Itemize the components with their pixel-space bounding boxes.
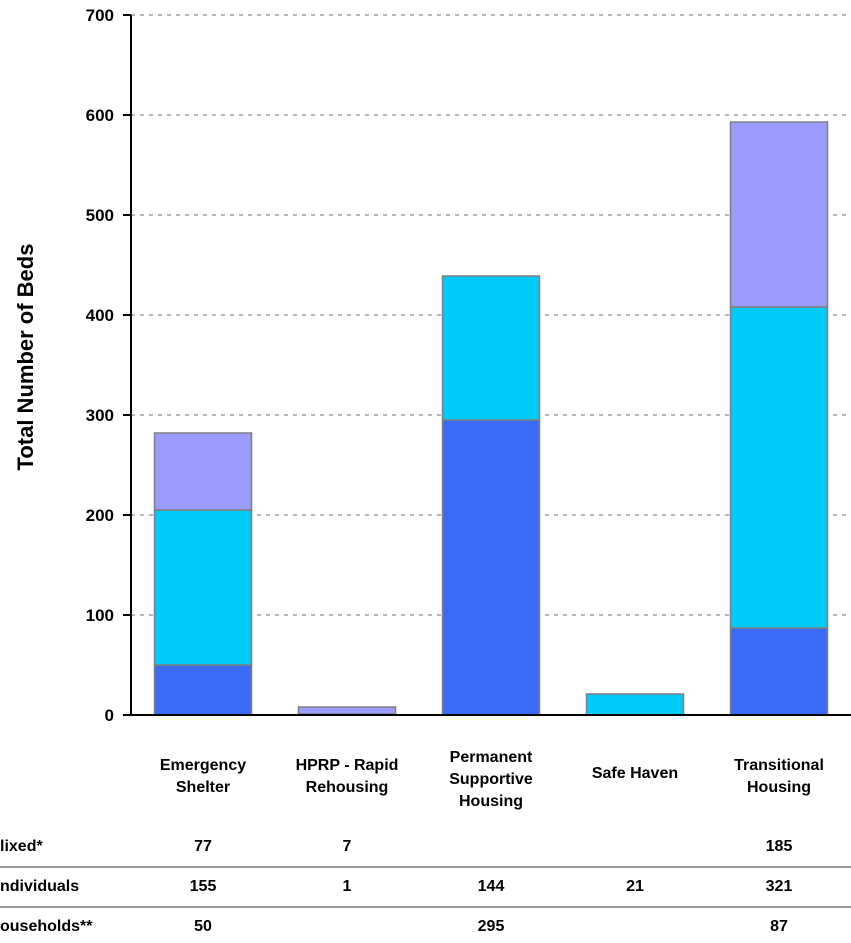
y-axis-label: Total Number of Beds bbox=[13, 244, 38, 471]
bar-segment bbox=[441, 275, 541, 421]
table-cell: 87 bbox=[770, 918, 788, 935]
table-cell: 7 bbox=[343, 838, 352, 855]
bars bbox=[153, 121, 829, 716]
table-cell: 50 bbox=[194, 918, 212, 935]
category-label: Transitional bbox=[734, 757, 824, 774]
bar-segment bbox=[729, 121, 829, 308]
y-ticks: 0 100 200 300 400 500 600 700 bbox=[86, 6, 131, 725]
table-row-label: ouseholds** bbox=[0, 918, 93, 935]
table-row-label: lixed* bbox=[0, 838, 43, 855]
bar-segment bbox=[729, 627, 829, 716]
category-label: Permanent bbox=[450, 749, 533, 766]
category-label: Shelter bbox=[176, 779, 230, 796]
bar-segment bbox=[153, 664, 253, 716]
table-cell: 1 bbox=[343, 878, 352, 895]
table-cell: 185 bbox=[766, 838, 793, 855]
table-cell: 21 bbox=[626, 878, 644, 895]
axes bbox=[130, 15, 851, 716]
y-tick-label: 400 bbox=[86, 306, 114, 325]
category-label: Supportive bbox=[449, 771, 533, 788]
y-tick-label: 600 bbox=[86, 106, 114, 125]
y-tick-label: 0 bbox=[105, 706, 114, 725]
bar-segment bbox=[153, 509, 253, 666]
y-tick-label: 500 bbox=[86, 206, 114, 225]
category-label: HPRP - Rapid bbox=[296, 757, 399, 774]
y-tick-label: 100 bbox=[86, 606, 114, 625]
table-cell: 321 bbox=[766, 878, 793, 895]
table-cell: 155 bbox=[190, 878, 217, 895]
bar-segment bbox=[297, 706, 397, 715]
category-labels: Emergency Shelter HPRP - Rapid Rehousing Per… bbox=[160, 749, 824, 810]
table-cell: 144 bbox=[478, 878, 505, 895]
y-tick-label: 300 bbox=[86, 406, 114, 425]
bar-segment bbox=[153, 432, 253, 511]
y-tick-label: 200 bbox=[86, 506, 114, 525]
category-label: Housing bbox=[459, 793, 523, 810]
category-label: Safe Haven bbox=[592, 765, 678, 782]
category-label: Rehousing bbox=[306, 779, 389, 796]
bar-segment bbox=[441, 419, 541, 716]
table-row-label: ndividuals bbox=[0, 878, 79, 895]
table-cell: 295 bbox=[478, 918, 505, 935]
table-cell: 77 bbox=[194, 838, 212, 855]
y-tick-label: 700 bbox=[86, 6, 114, 25]
category-label: Housing bbox=[747, 779, 811, 796]
category-label: Emergency bbox=[160, 757, 246, 774]
bar-segment bbox=[585, 693, 685, 716]
bar-segment bbox=[729, 306, 829, 629]
